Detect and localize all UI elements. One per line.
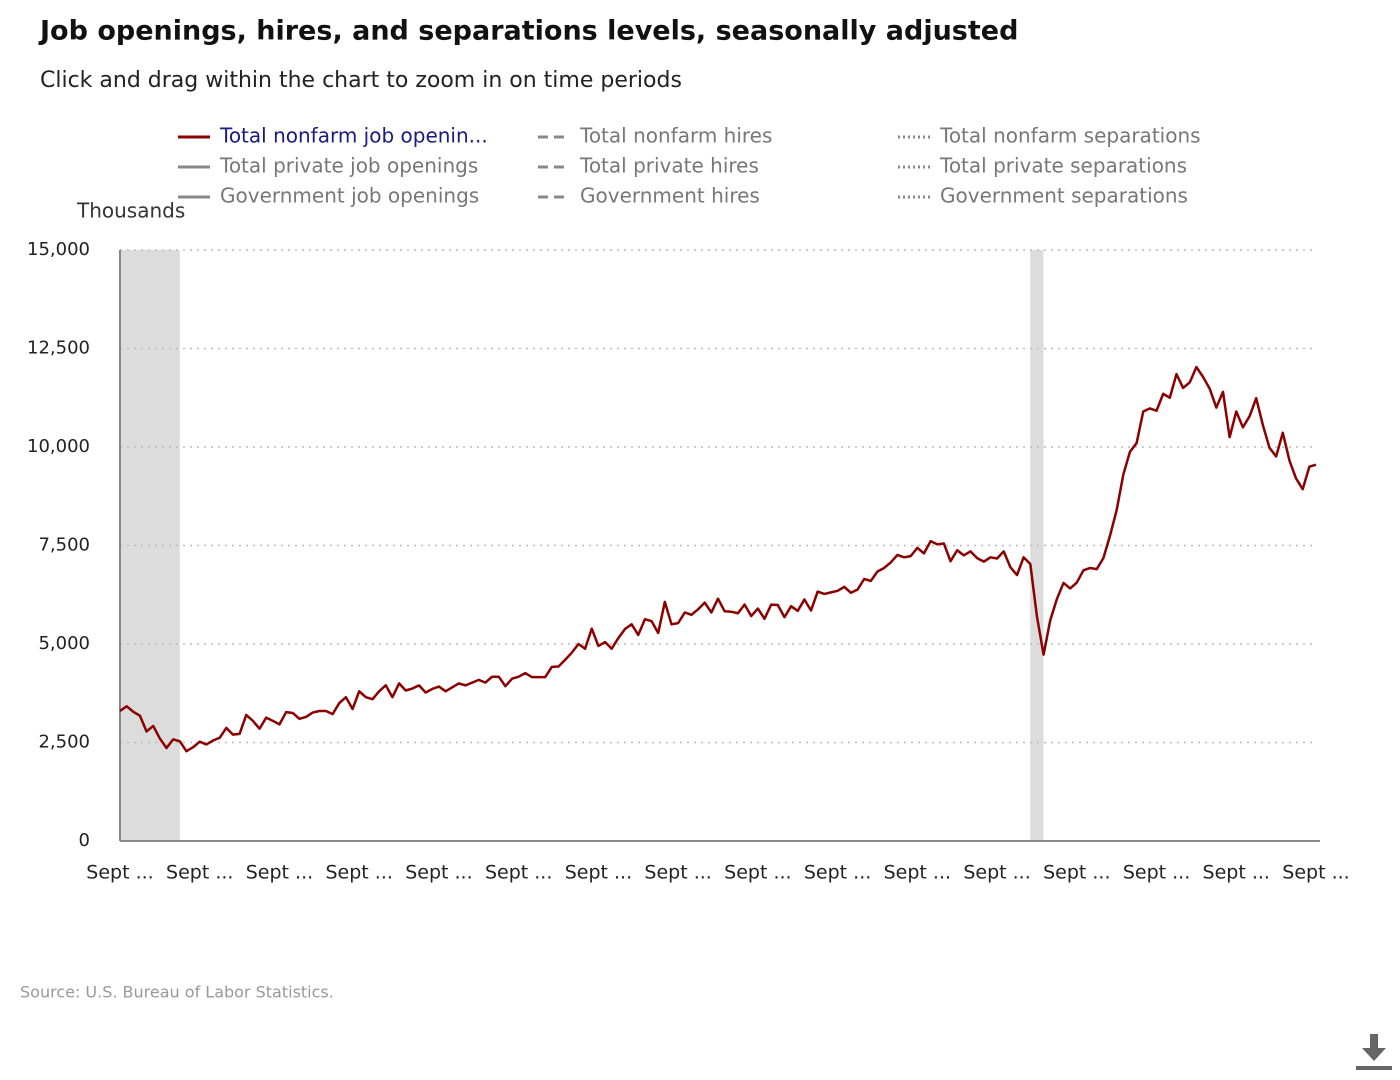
legend-label[interactable]: Total nonfarm hires [579, 124, 772, 148]
x-tick-label: Sept ... [405, 862, 472, 884]
legend-label[interactable]: Government job openings [220, 184, 479, 208]
y-tick-label: 7,500 [38, 535, 90, 556]
y-tick-label: 5,000 [38, 633, 90, 654]
x-tick-label: Sept ... [565, 862, 632, 884]
x-tick-label: Sept ... [884, 862, 951, 884]
download-button[interactable] [1356, 1034, 1392, 1070]
y-tick-label: 15,000 [27, 239, 90, 260]
x-tick-label: Sept ... [1282, 862, 1349, 884]
source: Source: U.S. Bureau of Labor Statistics. [20, 983, 334, 1002]
x-tick-label: Sept ... [1043, 862, 1110, 884]
legend-label[interactable]: Total nonfarm job openin... [219, 124, 488, 148]
x-tick-label: Sept ... [963, 862, 1030, 884]
y-tick-label: 0 [79, 830, 90, 851]
x-tick-label: Sept ... [1203, 862, 1270, 884]
x-tick-label: Sept ... [1123, 862, 1190, 884]
chart-subtitle: Click and drag within the chart to zoom … [40, 68, 682, 93]
x-tick-label: Sept ... [166, 862, 233, 884]
y-axis-label: Thousands [76, 199, 185, 223]
legend-label[interactable]: Total nonfarm separations [939, 124, 1201, 148]
chart-title: Job openings, hires, and separations lev… [38, 16, 1018, 47]
x-tick-label: Sept ... [644, 862, 711, 884]
x-tick-label: Sept ... [86, 862, 153, 884]
download-arrow [1362, 1048, 1386, 1061]
legend-label[interactable]: Total private hires [579, 154, 759, 178]
legend-label[interactable]: Government hires [580, 184, 760, 208]
download-base [1356, 1066, 1392, 1070]
download-stem [1370, 1034, 1378, 1050]
recession-shade [1030, 250, 1044, 841]
x-tick-label: Sept ... [804, 862, 871, 884]
x-tick-label: Sept ... [246, 862, 313, 884]
x-tick-label: Sept ... [325, 862, 392, 884]
legend-label[interactable]: Total private job openings [219, 154, 478, 178]
data-line [119, 365, 1317, 753]
x-tick-label: Sept ... [485, 862, 552, 884]
y-tick-label: 2,500 [38, 732, 90, 753]
legend-label[interactable]: Government separations [940, 184, 1188, 208]
y-tick-label: 12,500 [27, 338, 90, 359]
x-tick-label: Sept ... [724, 862, 791, 884]
y-tick-label: 10,000 [27, 436, 90, 457]
legend-label[interactable]: Total private separations [939, 154, 1187, 178]
